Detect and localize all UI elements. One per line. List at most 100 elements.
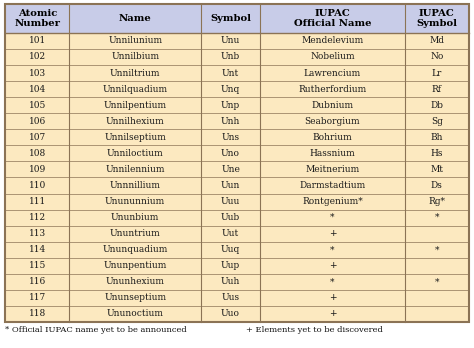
Text: Unnilennium: Unnilennium bbox=[105, 165, 165, 174]
Text: Ununquadium: Ununquadium bbox=[102, 245, 168, 254]
Text: Md: Md bbox=[429, 37, 444, 46]
Text: Uno: Uno bbox=[221, 149, 240, 158]
Text: 103: 103 bbox=[28, 69, 46, 78]
Text: Darmstadtium: Darmstadtium bbox=[299, 181, 365, 190]
Text: 111: 111 bbox=[28, 197, 46, 206]
Text: Unq: Unq bbox=[221, 85, 240, 94]
Text: Unnilpentium: Unnilpentium bbox=[104, 101, 167, 110]
Text: Unnilbium: Unnilbium bbox=[111, 53, 159, 62]
Text: 112: 112 bbox=[28, 213, 46, 222]
Bar bbox=[5, 49, 469, 65]
Bar bbox=[5, 193, 469, 209]
Text: *: * bbox=[330, 277, 335, 286]
Bar bbox=[5, 161, 469, 177]
Text: Uun: Uun bbox=[221, 181, 240, 190]
Bar bbox=[5, 129, 469, 145]
Text: Hassnium: Hassnium bbox=[310, 149, 355, 158]
Bar bbox=[5, 33, 469, 49]
Text: Uup: Uup bbox=[221, 261, 240, 270]
Text: Lawrencium: Lawrencium bbox=[304, 69, 361, 78]
Bar bbox=[5, 258, 469, 274]
Text: Uns: Uns bbox=[221, 133, 240, 142]
Text: Uus: Uus bbox=[221, 293, 240, 302]
Text: Ds: Ds bbox=[431, 181, 443, 190]
Text: Nobelium: Nobelium bbox=[310, 53, 355, 62]
Text: * Official IUPAC name yet to be announced: * Official IUPAC name yet to be announce… bbox=[5, 326, 187, 334]
Text: *: * bbox=[435, 245, 439, 254]
Text: Uut: Uut bbox=[222, 229, 239, 238]
Text: *: * bbox=[435, 277, 439, 286]
Bar bbox=[5, 177, 469, 193]
Text: +: + bbox=[328, 229, 336, 238]
Text: 115: 115 bbox=[28, 261, 46, 270]
Text: *: * bbox=[435, 213, 439, 222]
Text: Unh: Unh bbox=[221, 117, 240, 126]
Text: Uub: Uub bbox=[221, 213, 240, 222]
Text: 105: 105 bbox=[28, 101, 46, 110]
Text: Name: Name bbox=[119, 14, 152, 23]
Text: 116: 116 bbox=[28, 277, 46, 286]
Text: IUPAC
Official Name: IUPAC Official Name bbox=[293, 9, 371, 28]
Text: +: + bbox=[328, 261, 336, 270]
Text: Une: Une bbox=[221, 165, 240, 174]
Text: Hs: Hs bbox=[430, 149, 443, 158]
Text: Unniltrium: Unniltrium bbox=[110, 69, 160, 78]
Text: Rontgenium*: Rontgenium* bbox=[302, 197, 363, 206]
Text: Ununoctium: Ununoctium bbox=[107, 309, 164, 318]
Text: 113: 113 bbox=[28, 229, 46, 238]
Text: Lr: Lr bbox=[432, 69, 442, 78]
Bar bbox=[5, 242, 469, 258]
Text: Ununtrium: Ununtrium bbox=[110, 229, 161, 238]
Text: Atomic
Number: Atomic Number bbox=[14, 9, 60, 28]
Bar bbox=[5, 209, 469, 226]
Text: IUPAC
Symbol: IUPAC Symbol bbox=[416, 9, 457, 28]
Text: 107: 107 bbox=[28, 133, 46, 142]
Text: Mendelevium: Mendelevium bbox=[301, 37, 364, 46]
Text: Mt: Mt bbox=[430, 165, 443, 174]
Text: 108: 108 bbox=[28, 149, 46, 158]
Bar bbox=[5, 226, 469, 242]
Text: Unnilunium: Unnilunium bbox=[108, 37, 162, 46]
Text: No: No bbox=[430, 53, 444, 62]
Text: Rf: Rf bbox=[432, 85, 442, 94]
Text: Unnnillium: Unnnillium bbox=[109, 181, 161, 190]
Bar bbox=[5, 81, 469, 97]
Text: Seaborgium: Seaborgium bbox=[305, 117, 360, 126]
Text: Unt: Unt bbox=[222, 69, 239, 78]
Text: Unniloctium: Unniloctium bbox=[107, 149, 164, 158]
Text: + Elements yet to be discovered: + Elements yet to be discovered bbox=[246, 326, 383, 334]
Text: Bohrium: Bohrium bbox=[312, 133, 352, 142]
Text: Unununnium: Unununnium bbox=[105, 197, 165, 206]
Text: +: + bbox=[328, 309, 336, 318]
Text: *: * bbox=[330, 245, 335, 254]
Text: Rg*: Rg* bbox=[428, 197, 445, 206]
Text: Uuo: Uuo bbox=[221, 309, 240, 318]
Text: Rutherfordium: Rutherfordium bbox=[298, 85, 366, 94]
Bar bbox=[5, 4, 469, 33]
Text: Dubnium: Dubnium bbox=[311, 101, 354, 110]
Text: Uuu: Uuu bbox=[221, 197, 240, 206]
Bar bbox=[5, 145, 469, 161]
Text: Ununhexium: Ununhexium bbox=[106, 277, 164, 286]
Text: Unp: Unp bbox=[221, 101, 240, 110]
Text: Unu: Unu bbox=[221, 37, 240, 46]
Text: Bh: Bh bbox=[430, 133, 443, 142]
Text: Unnilhexium: Unnilhexium bbox=[106, 117, 164, 126]
Text: Meitnerium: Meitnerium bbox=[305, 165, 359, 174]
Bar bbox=[5, 65, 469, 81]
Text: +: + bbox=[328, 293, 336, 302]
Bar bbox=[5, 97, 469, 113]
Text: 104: 104 bbox=[28, 85, 46, 94]
Text: 101: 101 bbox=[28, 37, 46, 46]
Text: Ununseptium: Ununseptium bbox=[104, 293, 166, 302]
Text: Sg: Sg bbox=[431, 117, 443, 126]
Text: 114: 114 bbox=[28, 245, 46, 254]
Text: Unnilseptium: Unnilseptium bbox=[104, 133, 166, 142]
Bar bbox=[5, 274, 469, 290]
Text: Db: Db bbox=[430, 101, 443, 110]
Text: 117: 117 bbox=[28, 293, 46, 302]
Text: Uuq: Uuq bbox=[221, 245, 240, 254]
Text: 106: 106 bbox=[28, 117, 46, 126]
Text: 109: 109 bbox=[28, 165, 46, 174]
Bar bbox=[5, 290, 469, 306]
